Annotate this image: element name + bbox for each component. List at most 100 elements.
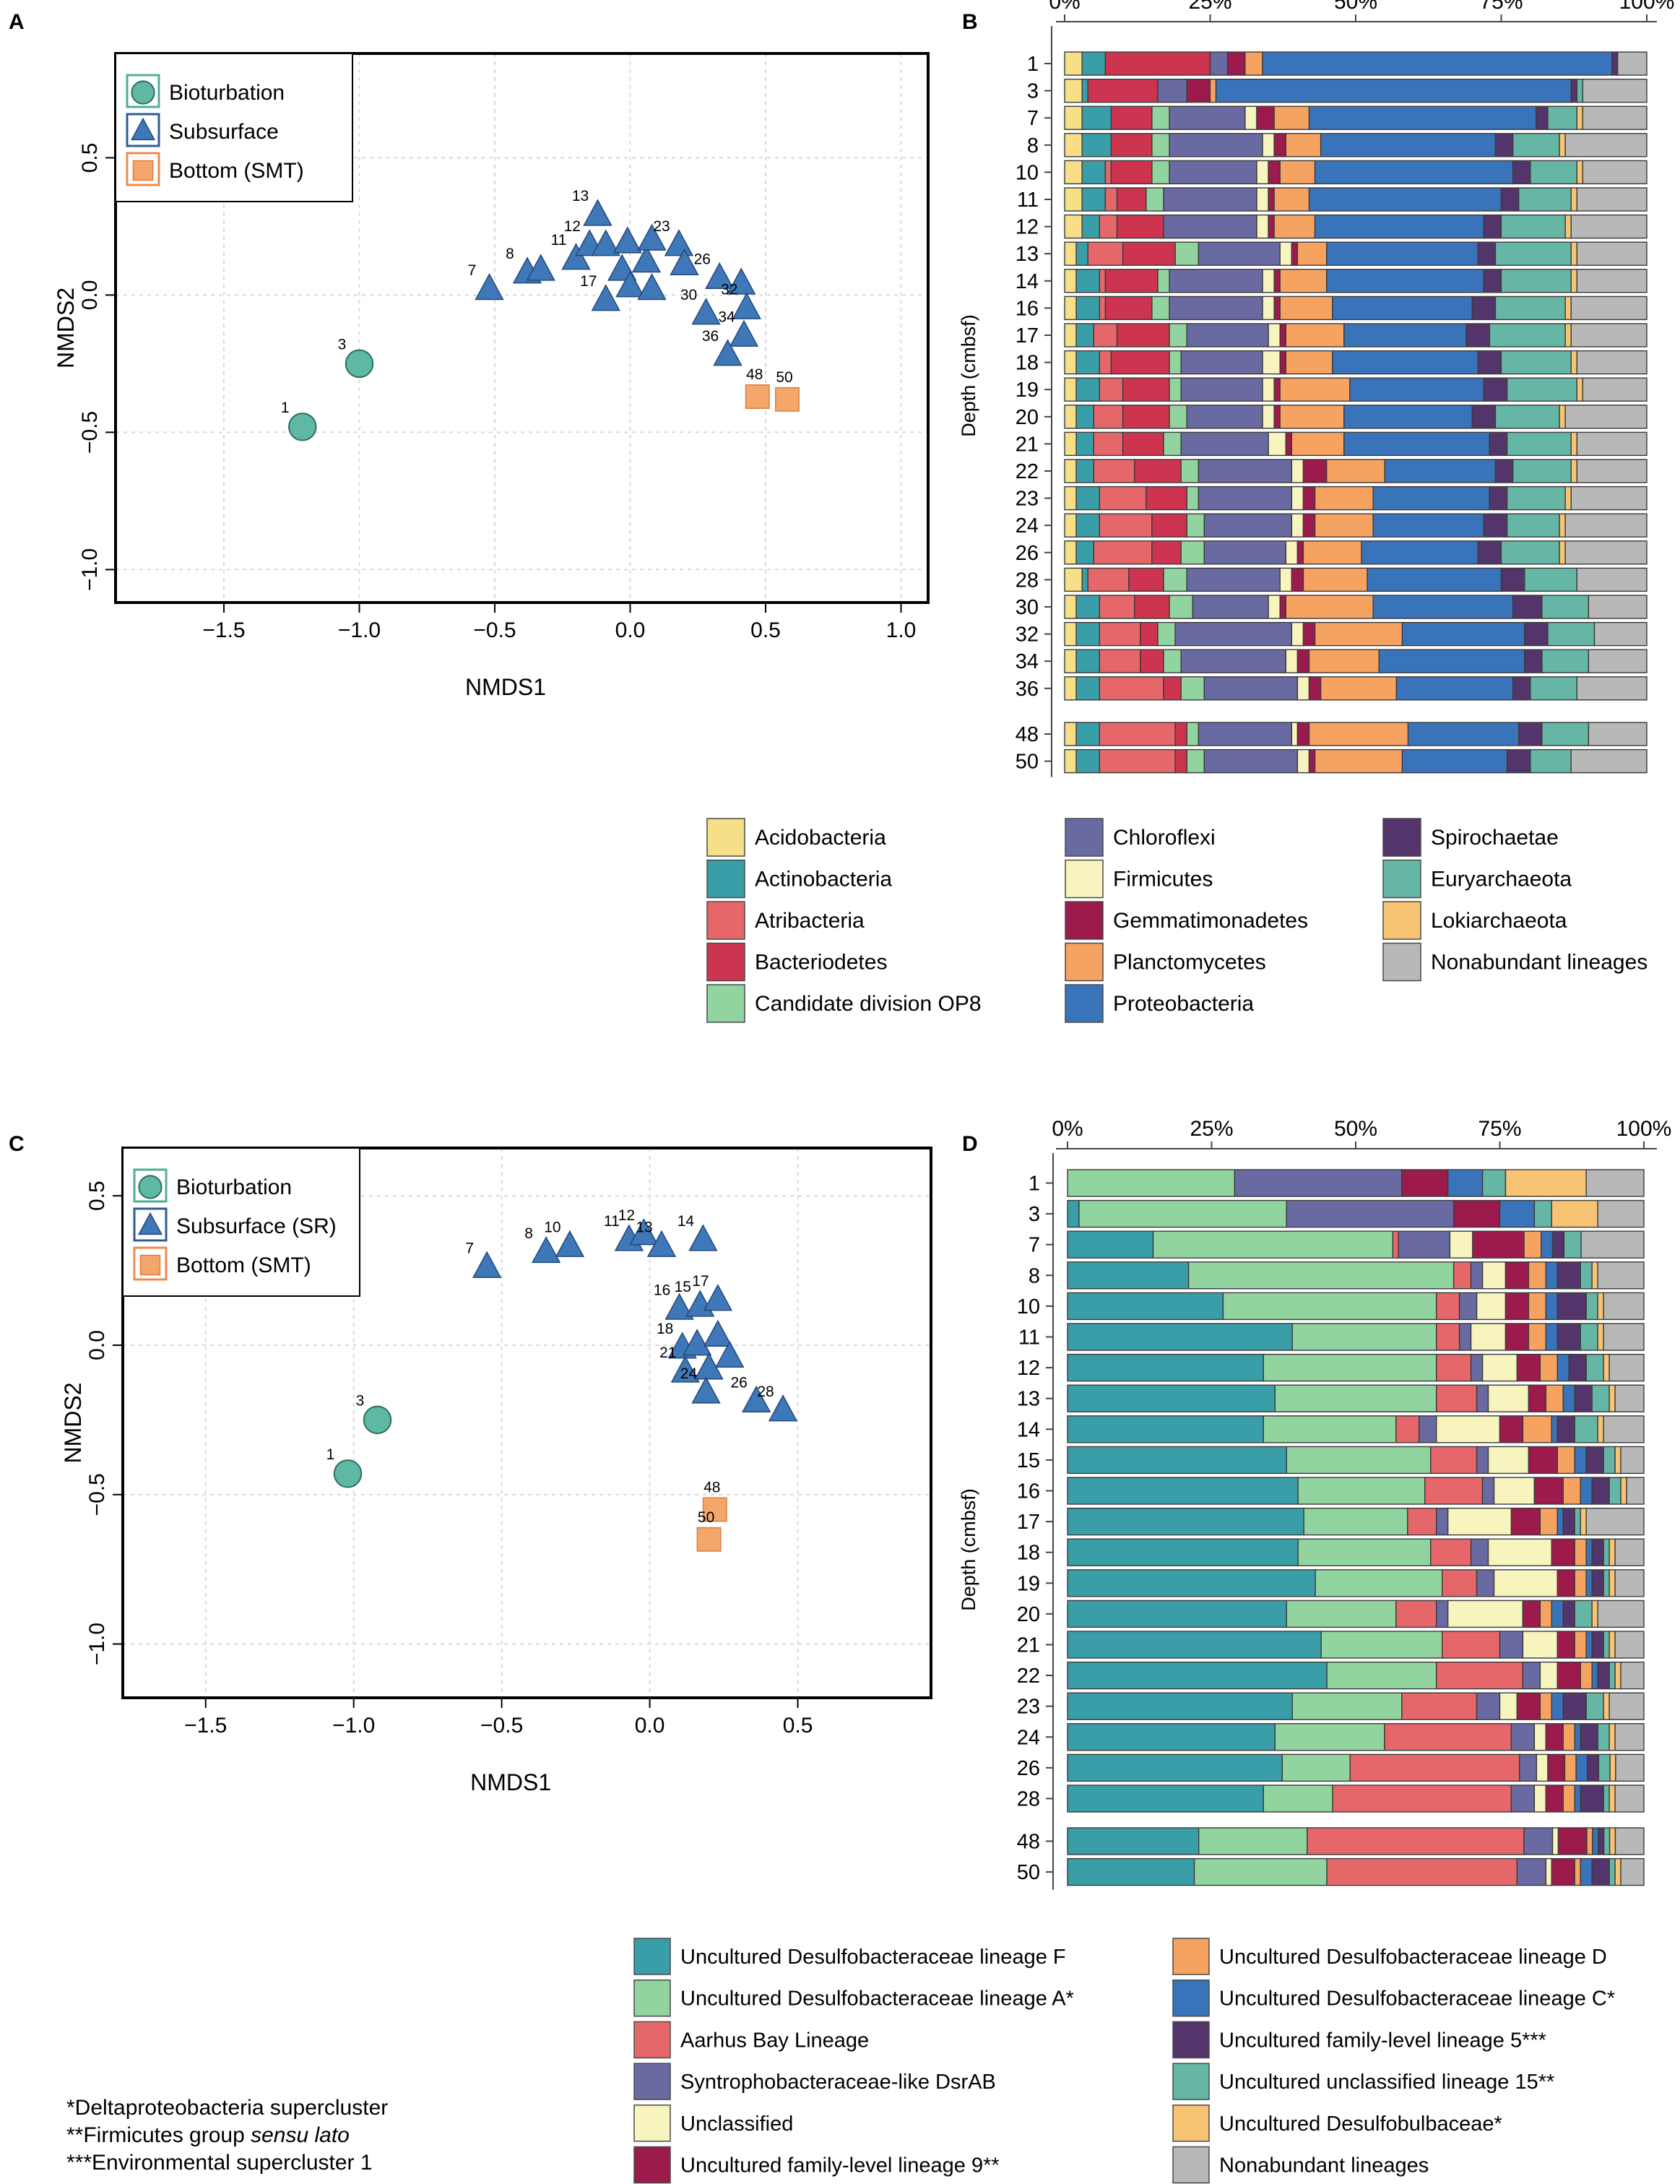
- data-point: [696, 1527, 722, 1552]
- bar-segment: [1099, 295, 1107, 321]
- data-point: [472, 1251, 502, 1278]
- bar-segment: [1308, 187, 1502, 212]
- legend-marker: [132, 160, 154, 181]
- bar-segment: [1591, 1261, 1598, 1290]
- bar-segment: [1597, 1723, 1610, 1751]
- bar-segment: [1291, 1323, 1437, 1351]
- bar-segment: [1603, 1323, 1645, 1351]
- bar-segment: [1067, 1784, 1265, 1813]
- bar-segment: [1562, 1507, 1575, 1536]
- footnote-text: ***Environmental supercluster 1: [66, 2151, 373, 2175]
- bar-segment: [1582, 105, 1647, 130]
- bar-segment: [1268, 187, 1275, 212]
- bar-segment: [1099, 722, 1176, 746]
- bar-segment: [1570, 350, 1577, 375]
- bar-segment: [1384, 1723, 1512, 1751]
- bar-segment: [1499, 1631, 1524, 1659]
- point-label: 12: [564, 218, 581, 235]
- bar-segment: [1597, 1323, 1604, 1351]
- bar-segment: [1562, 1600, 1575, 1628]
- bar-segment: [1067, 1446, 1287, 1475]
- legend-label: Nonabundant lineages: [1219, 2154, 1429, 2177]
- bar-segment: [1541, 722, 1590, 746]
- bar-segment: [1500, 269, 1572, 293]
- x-tick-label: 1.0: [886, 618, 917, 642]
- point-label: 48: [746, 366, 763, 383]
- bar-segment: [1523, 1230, 1542, 1259]
- bar-segment: [1075, 722, 1101, 746]
- data-point: [715, 1340, 745, 1368]
- point-label: 24: [680, 1365, 698, 1382]
- bar-segment: [1099, 350, 1112, 375]
- bar-segment: [1603, 1292, 1645, 1321]
- bar-segment: [1099, 377, 1124, 402]
- bar-segment: [1326, 1857, 1518, 1886]
- bar-segment: [1570, 241, 1577, 266]
- bar-segment: [1302, 540, 1362, 565]
- x-tick-label: −1.5: [184, 1714, 227, 1738]
- bar-segment: [1169, 105, 1246, 130]
- bar-segment: [1582, 78, 1647, 103]
- bar-segment: [1067, 1507, 1304, 1536]
- depth-label: 1: [1027, 53, 1039, 76]
- bar-segment: [1580, 1857, 1593, 1886]
- bar-segment: [1296, 722, 1310, 746]
- legend-swatch: [1065, 859, 1104, 899]
- bar-segment: [1570, 214, 1647, 239]
- bar-segment: [1279, 160, 1316, 185]
- bar-segment: [1099, 621, 1141, 647]
- bar-segment: [1075, 513, 1101, 538]
- bar-segment: [1574, 1384, 1593, 1412]
- bar-segment: [1585, 1631, 1593, 1659]
- bar-segment: [1510, 1784, 1536, 1813]
- bar-segment: [1367, 567, 1502, 592]
- legend-marker: [138, 1175, 163, 1199]
- legend-label: Subsurface (SR): [176, 1214, 337, 1238]
- bar-segment: [1064, 676, 1077, 701]
- bar-segment: [1198, 485, 1293, 511]
- depth-label: 23: [1016, 488, 1039, 511]
- bar-segment: [1067, 1199, 1080, 1228]
- depth-label: 13: [1017, 1388, 1040, 1411]
- x-tick-label: −0.5: [480, 1714, 523, 1738]
- point-label: 48: [703, 1479, 720, 1495]
- data-point: [629, 1218, 659, 1246]
- bar-segment: [1146, 485, 1187, 511]
- bar-segment: [1522, 1631, 1558, 1659]
- bar-segment: [1614, 1857, 1621, 1886]
- bar-segment: [1064, 295, 1077, 321]
- bar-segment: [1064, 540, 1077, 565]
- bar-segment: [1372, 595, 1514, 619]
- bar-segment: [1470, 1323, 1507, 1351]
- data-point: [683, 1329, 712, 1356]
- x-tick-label: 75%: [1478, 1117, 1521, 1141]
- bar-segment: [1608, 1569, 1616, 1597]
- bar-segment: [1545, 1292, 1559, 1321]
- bar-segment: [1516, 1857, 1547, 1886]
- bar-segment: [1081, 214, 1101, 239]
- panel-c: C −1.5 −1.0 −0.5 0.0 0.5 −1.0 −0.5 0.0 0.5 NMDS1 NM…: [9, 1132, 932, 1795]
- bar-segment: [1562, 1723, 1575, 1751]
- bar-segment: [1186, 567, 1281, 592]
- point-label: 34: [718, 308, 735, 325]
- bar-segment: [1169, 295, 1263, 321]
- depth-label: 50: [1017, 1861, 1040, 1884]
- x-axis-title: NMDS1: [470, 1769, 551, 1795]
- bar-segment: [1564, 214, 1572, 239]
- x-tick-label: −1.0: [338, 618, 381, 642]
- bar-segment: [1325, 459, 1385, 483]
- legend-swatch: [1382, 942, 1421, 982]
- bar-segment: [1064, 214, 1083, 239]
- bar-segment: [1067, 1827, 1200, 1855]
- bar-segment: [1436, 1661, 1524, 1690]
- bar-segment: [1286, 1446, 1432, 1475]
- bar-segment: [1524, 567, 1577, 592]
- legend-label: Acidobacteria: [755, 826, 886, 850]
- data-point: [691, 298, 721, 325]
- bar-segment: [1285, 540, 1299, 565]
- bar-segment: [1489, 485, 1508, 511]
- bar-segment: [1285, 323, 1345, 348]
- bar-segment: [1378, 649, 1525, 673]
- bar-segment: [1308, 649, 1380, 673]
- bar-segment: [1576, 676, 1647, 701]
